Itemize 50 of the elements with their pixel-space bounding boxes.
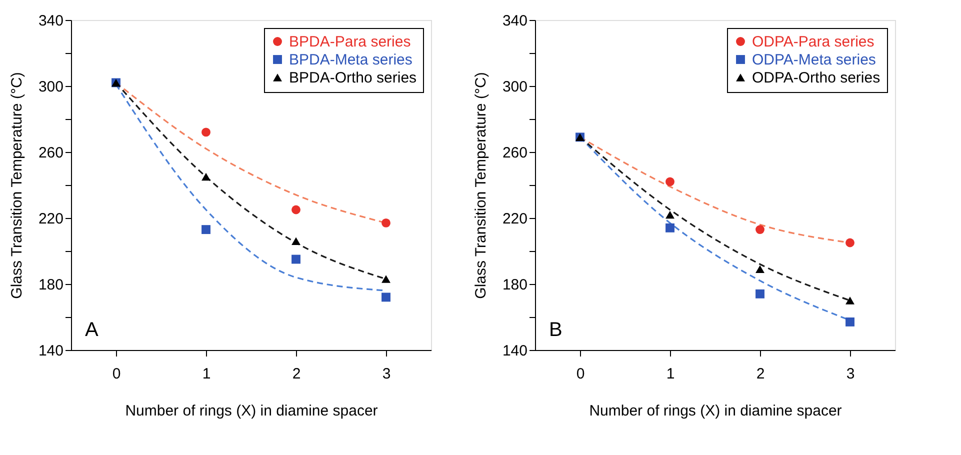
- x-tick-label: 3: [846, 366, 855, 382]
- y-tick-label: 180: [38, 276, 64, 294]
- point: [382, 292, 390, 302]
- x-axis-title: Number of rings (X) in diamine spacer: [589, 402, 842, 420]
- x-tick-label: 1: [666, 366, 675, 382]
- x-tick-label: 0: [576, 366, 585, 382]
- x-tick-label: 0: [112, 366, 121, 382]
- y-tick-label: 260: [502, 144, 528, 162]
- point: [756, 265, 764, 274]
- point: [382, 275, 390, 283]
- point: [202, 172, 210, 181]
- y-axis-title: Glass Transition Temperature (°C): [8, 72, 26, 299]
- point: [846, 296, 854, 304]
- point: [756, 225, 764, 234]
- legend-label: BPDA-Meta series: [289, 52, 412, 68]
- point: [846, 317, 854, 326]
- legend-label: ODPA-Para series: [752, 34, 874, 50]
- y-tick-label: 140: [502, 342, 528, 360]
- y-tick-label: 260: [38, 144, 64, 162]
- y-axis-title: Glass Transition Temperature (°C): [472, 72, 490, 299]
- legend-label: ODPA-Meta series: [752, 52, 876, 68]
- x-tick-label: 2: [292, 366, 301, 382]
- point: [666, 223, 674, 232]
- point: [666, 210, 674, 219]
- legend-label: BPDA-Para series: [289, 34, 411, 50]
- legend-label: ODPA-Ortho series: [752, 70, 880, 86]
- point: [846, 238, 854, 248]
- point: [756, 289, 764, 298]
- point: [666, 177, 674, 186]
- point: [292, 254, 300, 264]
- annotation: A: [85, 319, 99, 341]
- y-tick-label: 300: [502, 78, 528, 96]
- x-tick-label: 1: [202, 366, 211, 382]
- point: [292, 237, 300, 245]
- y-tick-label: 180: [502, 276, 528, 294]
- point: [292, 205, 300, 214]
- point: [202, 225, 210, 234]
- annotation: B: [549, 319, 562, 341]
- legend-label: BPDA-Ortho series: [289, 70, 417, 86]
- y-tick-label: 220: [502, 210, 528, 228]
- point: [382, 218, 390, 228]
- x-tick-label: 2: [756, 366, 765, 382]
- y-tick-label: 140: [38, 342, 64, 360]
- x-tick-label: 3: [382, 366, 391, 382]
- y-tick-label: 220: [38, 210, 64, 228]
- y-tick-label: 340: [502, 12, 528, 30]
- point: [202, 128, 210, 137]
- x-axis-title: Number of rings (X) in diamine spacer: [125, 402, 378, 420]
- y-tick-label: 300: [38, 78, 64, 96]
- y-tick-label: 340: [38, 12, 64, 30]
